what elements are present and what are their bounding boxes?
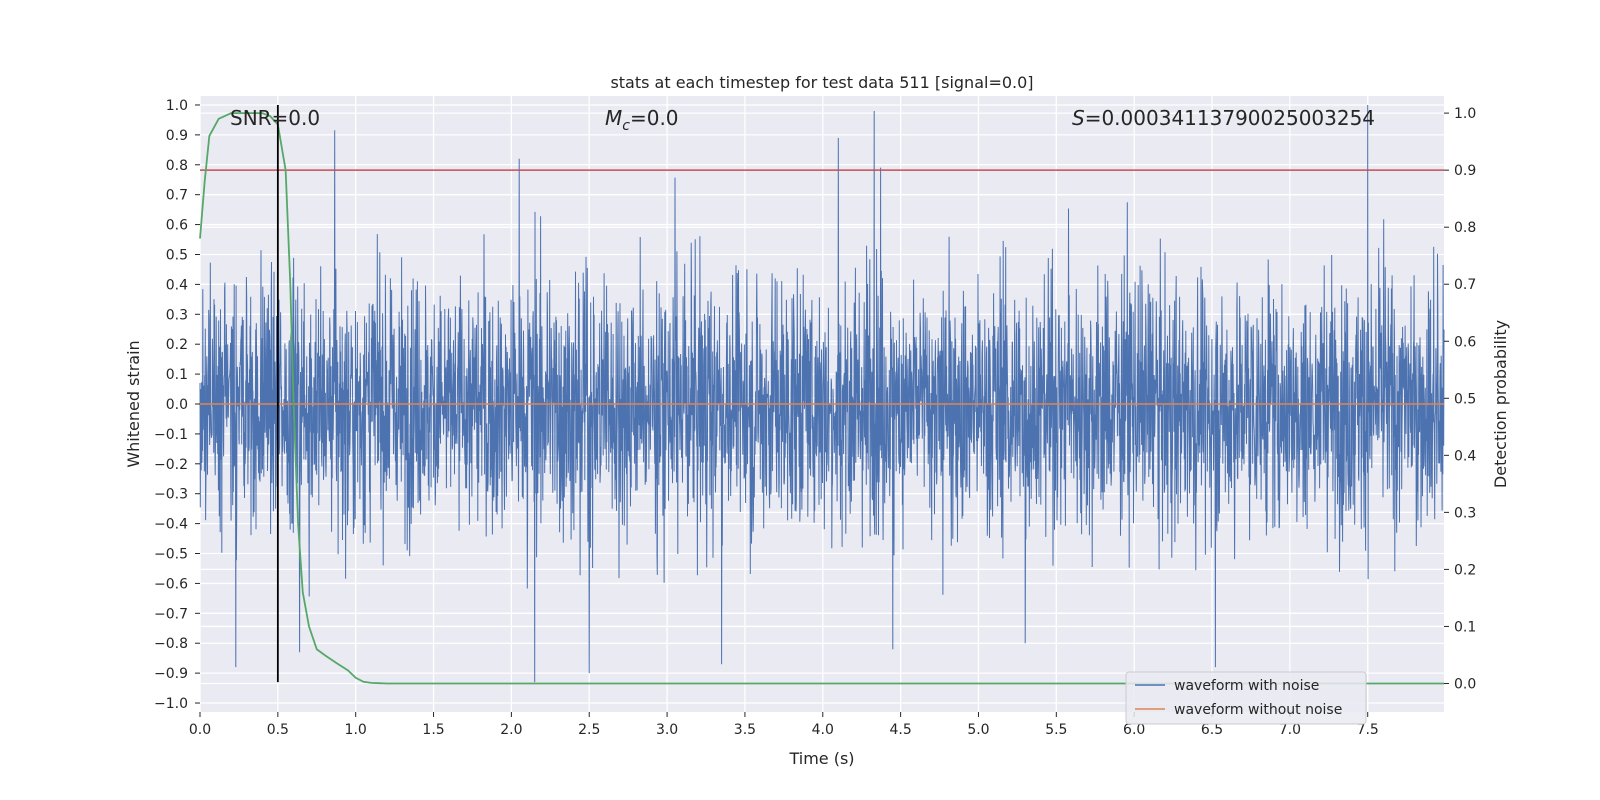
y2-tick-label: 1.0 [1454,106,1476,122]
y-tick-label: 0.9 [166,128,188,144]
y2-tick-label: 0.4 [1454,448,1476,464]
x-tick-label: 2.5 [578,722,600,738]
y-tick-label: 1.0 [166,98,188,114]
y2-tick-label: 0.7 [1454,277,1476,293]
y2-tick-label: 0.1 [1454,619,1476,635]
y-tick-label: −0.2 [154,457,188,473]
y-tick-label: 0.6 [166,218,188,234]
y-tick-label: 0.5 [166,247,188,263]
y2-tick-label: 0.6 [1454,334,1476,350]
x-tick-label: 4.5 [889,722,911,738]
y2-axis-ticks: 1.0 0.9 0.8 0.7 0.6 0.5 0.4 0.3 0.2 0.1 0.0 [1444,106,1476,692]
legend-label-clean: waveform without noise [1174,702,1342,718]
x-tick-label: 5.0 [967,722,989,738]
y-tick-label: −0.3 [154,487,188,503]
x-tick-label: 4.0 [812,722,834,738]
score-annotation: S=0.00034113790025003254 [1072,106,1375,130]
y-tick-label: −1.0 [154,696,188,712]
y2-tick-label: 0.3 [1454,505,1476,521]
x-tick-label: 6.0 [1123,722,1145,738]
plot-area [199,104,1445,685]
chirp-mass-annotation: Mc=0.0 [605,106,679,134]
y2-tick-label: 0.2 [1454,562,1476,578]
x-tick-label: 3.0 [656,722,678,738]
x-tick-label: 1.0 [345,722,367,738]
x-tick-label: 7.5 [1357,722,1379,738]
x-tick-label: 3.5 [734,722,756,738]
score-value: =0.00034113790025003254 [1085,106,1375,130]
x-tick-label: 2.0 [500,722,522,738]
y2-tick-label: 0.0 [1454,676,1476,692]
y2-tick-label: 0.9 [1454,163,1476,179]
chirp-mass-value: =0.0 [630,106,679,130]
series-waveform-with-noise [199,104,1445,683]
snr-annotation: SNR=0.0 [230,106,320,130]
x-tick-label: 1.5 [422,722,444,738]
y-tick-label: −0.4 [154,517,188,533]
y-tick-label: −0.8 [154,636,188,652]
legend-box [1125,671,1367,725]
y2-axis-title: Detection probability [1491,320,1510,488]
score-symbol: S [1072,106,1085,130]
y-tick-label: −0.1 [154,427,188,443]
y-axis-title: Whitened strain [124,340,143,467]
y-tick-label: −0.9 [154,666,188,682]
legend: waveform with noise waveform without noi… [1125,671,1367,725]
x-tick-label: 7.0 [1279,722,1301,738]
x-tick-label: 0.5 [267,722,289,738]
chirp-mass-subscript: c [622,118,630,134]
y-tick-label: −0.7 [154,606,188,622]
y-tick-label: −0.6 [154,576,188,592]
y-tick-label: 0.8 [166,158,188,174]
chirp-mass-symbol: M [605,106,622,130]
legend-label-noise: waveform with noise [1174,678,1319,694]
y2-tick-label: 0.8 [1454,220,1476,236]
y-tick-label: 0.7 [166,188,188,204]
series-detection-probability [199,112,1444,685]
x-tick-label: 5.5 [1045,722,1067,738]
y-axis-ticks: 1.0 0.9 0.8 0.7 0.6 0.5 0.4 0.3 0.2 0.1 0.0 −0.1 −0.… [154,98,200,712]
y-tick-label: 0.0 [166,397,188,413]
y-tick-label: 0.2 [166,337,188,353]
x-axis-ticks: 0.0 0.5 1.0 1.5 2.0 2.5 3.0 3.5 4.0 4.5 5.0 5.5 6.0 6… [189,712,1379,738]
x-tick-label: 6.5 [1201,722,1223,738]
y-tick-label: 0.1 [166,367,188,383]
x-axis-title: Time (s) [788,749,854,768]
y2-tick-label: 0.5 [1454,391,1476,407]
chart-title: stats at each timestep for test data 511… [610,73,1033,92]
y-tick-label: 0.3 [166,307,188,323]
y-tick-label: −0.5 [154,547,188,563]
y-tick-label: 0.4 [166,277,188,293]
x-tick-label: 0.0 [189,722,211,738]
